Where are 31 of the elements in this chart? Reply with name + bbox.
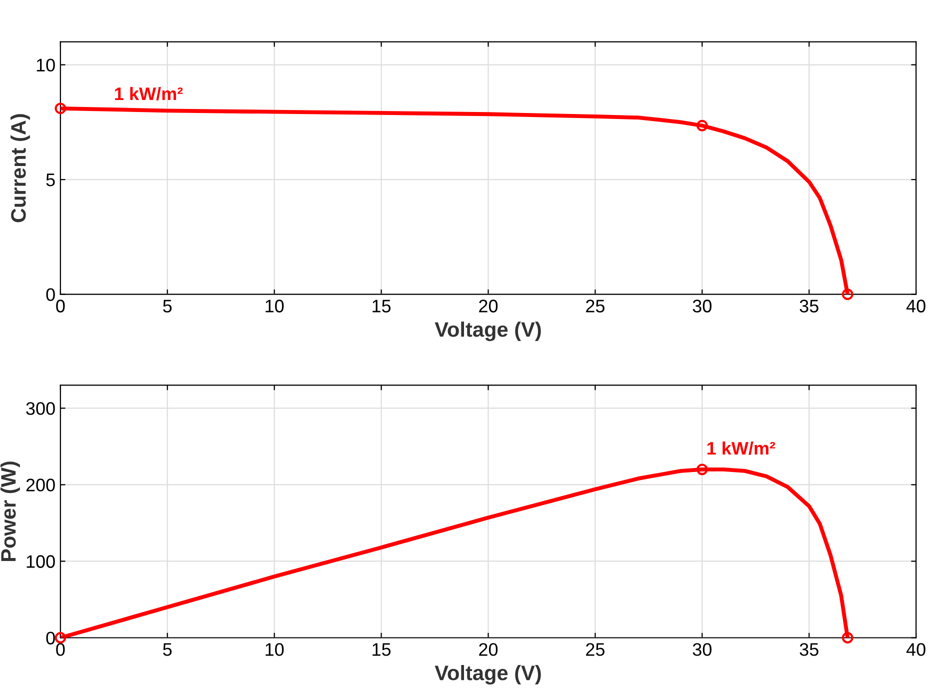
- x-tick-label: 40: [906, 643, 926, 656]
- x-tick-label: 30: [692, 643, 712, 656]
- y-tick-label: 300: [26, 402, 55, 415]
- x-axis-title: Voltage (V): [434, 322, 541, 342]
- y-axis-title: Current (A): [10, 114, 30, 222]
- x-tick-label: 10: [266, 300, 284, 312]
- x-tick-label: 10: [266, 643, 284, 656]
- x-tick-label: 5: [163, 643, 172, 656]
- y-tick-label: 200: [26, 478, 55, 492]
- x-tick-label: 15: [372, 643, 391, 656]
- x-tick-label: 25: [586, 300, 604, 312]
- x-tick-label: 0: [56, 300, 65, 312]
- x-tick-label: 30: [692, 300, 712, 312]
- x-tick-label: 35: [800, 300, 818, 312]
- y-tick-label: 0: [46, 632, 55, 644]
- annotation: 1 kW/m²: [707, 441, 776, 455]
- x-tick-label: 35: [800, 643, 818, 656]
- x-tick-label: 20: [479, 300, 498, 312]
- x-axis-title: Voltage (V): [434, 665, 541, 685]
- y-tick-label: 10: [36, 58, 55, 72]
- y-tick-label: 0: [46, 288, 55, 302]
- x-tick-label: 5: [163, 300, 172, 312]
- x-tick-label: 0: [56, 643, 65, 656]
- y-tick-label: 100: [26, 555, 55, 568]
- x-tick-label: 40: [906, 300, 926, 312]
- annotation: 1 kW/m²: [115, 86, 183, 100]
- x-tick-label: 20: [479, 643, 498, 656]
- y-axis-title: Power (W): [0, 462, 20, 562]
- y-tick-label: 5: [46, 174, 55, 186]
- x-tick-label: 15: [372, 300, 391, 312]
- x-tick-label: 25: [586, 643, 604, 656]
